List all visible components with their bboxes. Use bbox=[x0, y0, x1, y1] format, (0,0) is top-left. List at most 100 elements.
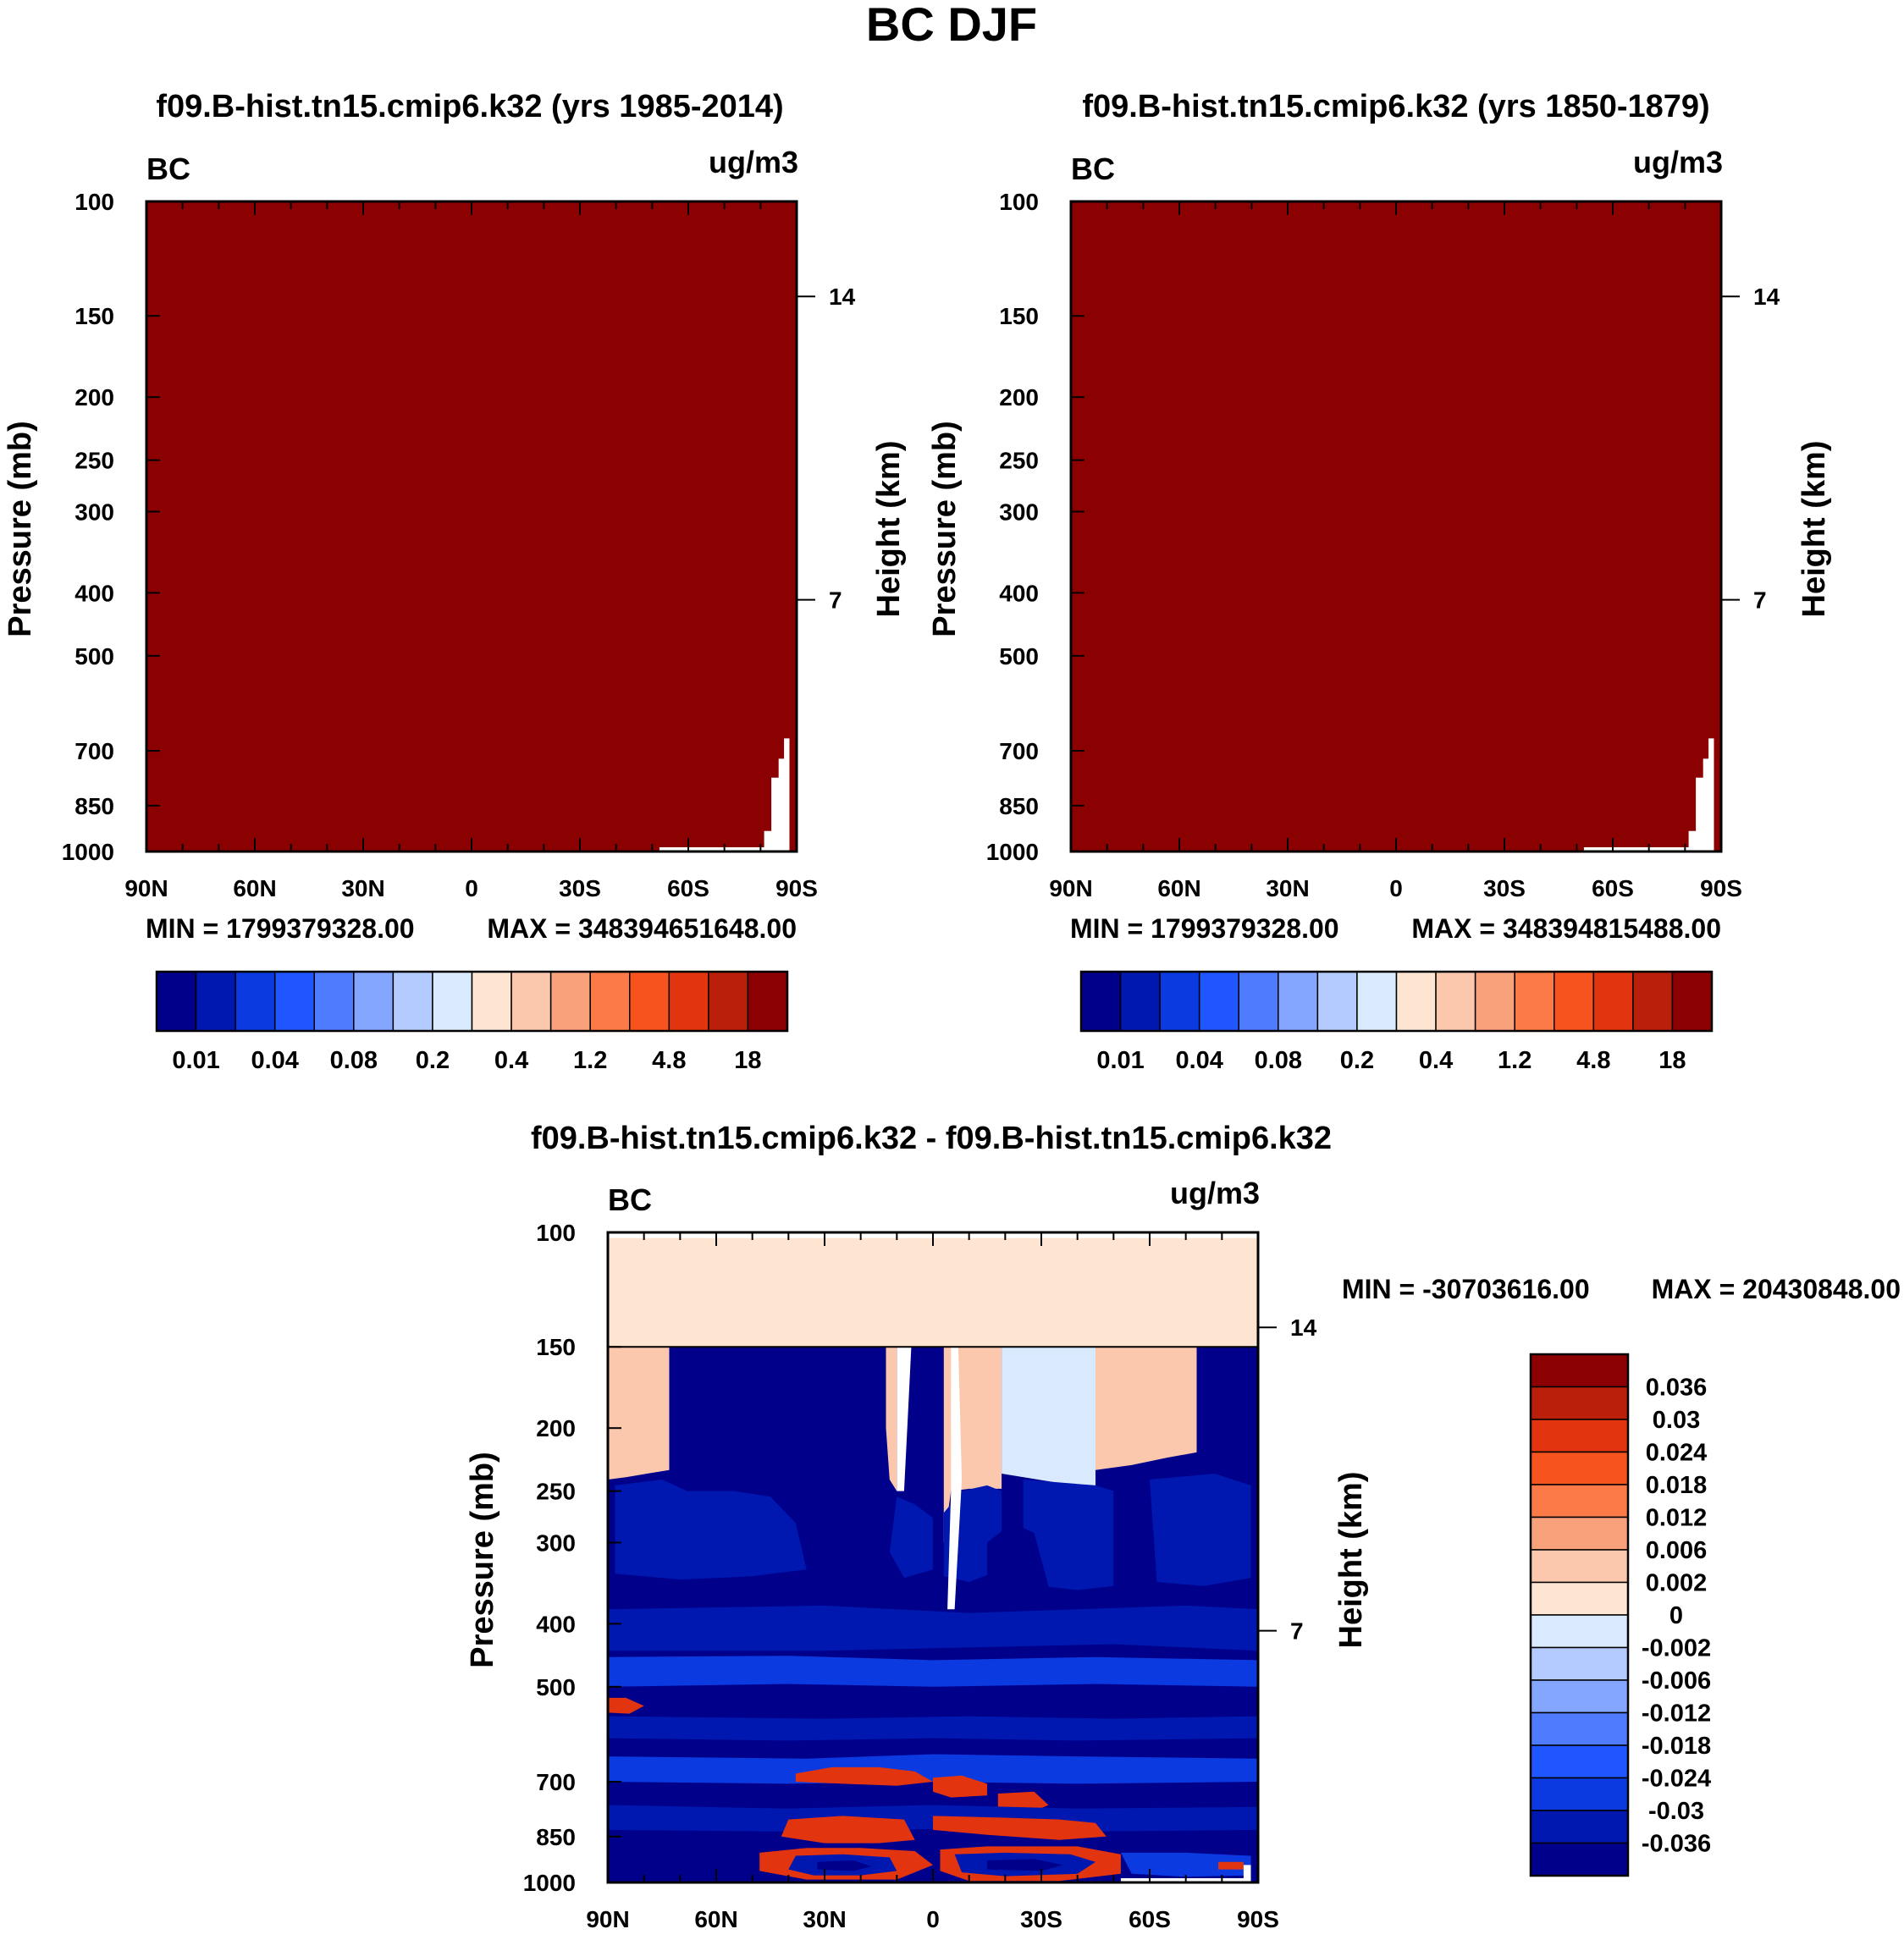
panel-2-colorbar-label: 0.08 bbox=[1255, 1047, 1302, 1074]
panel-1-colorbar-box bbox=[510, 971, 552, 1032]
panel-3-contour-region-18 bbox=[933, 1775, 987, 1798]
panel-3-height-axis-label: Height (km) bbox=[1333, 1472, 1369, 1649]
panel-3-colorbar-box bbox=[1530, 1744, 1629, 1779]
panel-3-x-tick-label: 60N bbox=[694, 1906, 737, 1932]
panel-3-colorbar-frame bbox=[1529, 1353, 1630, 1877]
panel-2-missing-data-region bbox=[1583, 738, 1714, 852]
panel-2-colorbar-box bbox=[1671, 971, 1713, 1032]
panel-3-contour-region-2 bbox=[608, 1347, 670, 1480]
panel-3-height-tick-label: 7 bbox=[1290, 1618, 1304, 1645]
panel-2-colorbar: 0.01 0.04 0.08 0.2 0.4 1.2 4.8 18 bbox=[1079, 970, 1714, 1074]
panel-2-variable-label: BC bbox=[1071, 152, 1115, 186]
panel-1-colorbar-label: 0.04 bbox=[251, 1047, 298, 1074]
panel-1-height-tick-label: 7 bbox=[829, 587, 842, 614]
panel-3-colorbar-label: 0.006 bbox=[1646, 1537, 1708, 1564]
panel-2-colorbar-label: 18 bbox=[1658, 1047, 1686, 1074]
panel-1-y-tick-label: 1000 bbox=[62, 839, 114, 865]
panel-1-colorbar-box bbox=[235, 971, 276, 1032]
panel-3-contour-region-14 bbox=[608, 1697, 644, 1714]
panel-3-colorbar-label: -0.006 bbox=[1642, 1667, 1711, 1695]
panel-2-field bbox=[1071, 201, 1721, 852]
panel-1-colorbar-box bbox=[432, 971, 473, 1032]
panel-1-colorbar-box bbox=[589, 971, 631, 1032]
panel-1-x-tick-label: 30S bbox=[559, 875, 601, 901]
panel-3-contour-region-13 bbox=[608, 1656, 1258, 1687]
panel-2-colorbar-label: 0.4 bbox=[1419, 1047, 1453, 1074]
panel-3-x-tick-label: 60S bbox=[1129, 1906, 1171, 1932]
panel-1-colorbar-box bbox=[629, 971, 671, 1032]
panel-2-y-tick-label: 850 bbox=[999, 793, 1039, 819]
panel-1-title: f09.B-hist.tn15.cmip6.k32 (yrs 1985-2014… bbox=[156, 89, 783, 124]
panel-3-y-tick-label: 200 bbox=[536, 1415, 576, 1441]
panel-2-colorbar-box bbox=[1278, 971, 1319, 1032]
panel-2-colorbar-box bbox=[1080, 971, 1122, 1032]
panel-3-y-tick-label: 150 bbox=[536, 1334, 576, 1360]
panel-2-height-axis-label: Height (km) bbox=[1796, 441, 1832, 618]
panel-2-colorbar-box bbox=[1514, 971, 1555, 1032]
panel-3-colorbar-box bbox=[1530, 1646, 1629, 1681]
panel-2-colorbar-frame bbox=[1079, 970, 1714, 1033]
panel-3-y-tick-label: 850 bbox=[536, 1824, 576, 1850]
panel-2-x-tick-label: 90S bbox=[1700, 875, 1742, 901]
panel-2-x-tick-label: 60N bbox=[1157, 875, 1200, 901]
panel-3-colorbar-label: -0.036 bbox=[1642, 1831, 1711, 1858]
panel-1-field-fill bbox=[146, 201, 797, 852]
panel-3: f09.B-hist.tn15.cmip6.k32 - f09.B-hist.t… bbox=[465, 1121, 1901, 1932]
panel-2-x-tick-label: 0 bbox=[1389, 875, 1403, 901]
panel-3-colorbar-label: -0.03 bbox=[1648, 1798, 1704, 1825]
panel-1-colorbar-label: 1.2 bbox=[573, 1047, 607, 1074]
panel-3-colorbar-label: -0.024 bbox=[1642, 1766, 1711, 1793]
panel-2-colorbar-box bbox=[1592, 971, 1634, 1032]
panel-1-colorbar-label: 0.4 bbox=[494, 1047, 528, 1074]
panel-1-x-tick-label: 30N bbox=[341, 875, 384, 901]
panel-2-x-tick-label: 30S bbox=[1483, 875, 1526, 901]
panel-3-colorbar-box bbox=[1530, 1419, 1629, 1453]
panel-3-colorbar-label: 0.03 bbox=[1653, 1407, 1700, 1434]
panel-3-colorbar-box bbox=[1530, 1777, 1629, 1811]
panel-3-contour-region-17 bbox=[795, 1766, 933, 1786]
panel-3-colorbar-box bbox=[1530, 1484, 1629, 1518]
panel-3-colorbar-box bbox=[1530, 1614, 1629, 1649]
panel-2-field-fill bbox=[1071, 201, 1721, 852]
panel-1-y-tick-label: 850 bbox=[75, 793, 114, 819]
panel-3-x-tick-label: 30N bbox=[803, 1906, 846, 1932]
panel-2-plot-area: 90N 60N 30N 0 30S 60S 90S 100 150 200 250 300 400 500… bbox=[986, 189, 1780, 901]
panel-2-colorbar-label: 4.8 bbox=[1576, 1047, 1610, 1074]
panel-2-colorbar-box bbox=[1356, 971, 1398, 1032]
panel-2-colorbar-box bbox=[1632, 971, 1674, 1032]
panel-2-colorbar-box bbox=[1554, 971, 1595, 1032]
panel-2-y-tick-label: 1000 bbox=[986, 839, 1039, 865]
panel-3-min-label: MIN = -30703616.00 bbox=[1342, 1274, 1590, 1304]
panel-1-variable-label: BC bbox=[146, 152, 190, 186]
panel-3-y-tick-label: 700 bbox=[536, 1769, 576, 1795]
panel-2-y-tick-label: 300 bbox=[999, 499, 1039, 525]
panel-3-variable-label: BC bbox=[608, 1182, 652, 1217]
panel-1-colorbar-box bbox=[195, 971, 236, 1032]
panel-2: f09.B-hist.tn15.cmip6.k32 (yrs 1850-1879… bbox=[927, 89, 1832, 1074]
panel-3-contour-region-1 bbox=[608, 1237, 1258, 1348]
panel-2-units-label: ug/m3 bbox=[1633, 145, 1723, 179]
panel-1-y-tick-label: 500 bbox=[75, 643, 114, 670]
panel-2-y-tick-label: 700 bbox=[999, 738, 1039, 764]
panel-2-colorbar-box bbox=[1395, 971, 1437, 1032]
panel-3-colorbar-box bbox=[1530, 1810, 1629, 1844]
panel-2-y-tick-label: 100 bbox=[999, 189, 1039, 215]
panel-3-y-tick-label: 250 bbox=[536, 1479, 576, 1505]
panel-3-x-tick-label: 90S bbox=[1237, 1906, 1279, 1932]
panel-1-height-axis-label: Height (km) bbox=[871, 441, 907, 618]
panel-1-units-label: ug/m3 bbox=[709, 145, 798, 179]
panel-3-colorbar-label: 0.024 bbox=[1646, 1440, 1708, 1467]
panel-2-x-tick-label: 30N bbox=[1266, 875, 1309, 901]
panel-1-y-tick-label: 200 bbox=[75, 384, 114, 411]
panel-1-y-tick-label: 400 bbox=[75, 580, 114, 606]
panel-1-missing-data-region bbox=[659, 738, 790, 852]
panel-1-colorbar-box bbox=[273, 971, 315, 1032]
panel-3-units-label: ug/m3 bbox=[1170, 1176, 1260, 1210]
panel-3-colorbar-box bbox=[1530, 1679, 1629, 1714]
panel-1-y-tick-label: 300 bbox=[75, 499, 114, 525]
panel-3-colorbar: 0.036 0.03 0.024 0.018 0.012 0.006 0.002 0 -0.00… bbox=[1529, 1353, 1711, 1877]
panel-1-pressure-axis-label: Pressure (mb) bbox=[3, 421, 38, 637]
panel-3-contour-region-7 bbox=[889, 1496, 933, 1579]
panel-3-contour-region-29 bbox=[1120, 1852, 1251, 1877]
panel-3-contour-region-11 bbox=[987, 1523, 1049, 1610]
